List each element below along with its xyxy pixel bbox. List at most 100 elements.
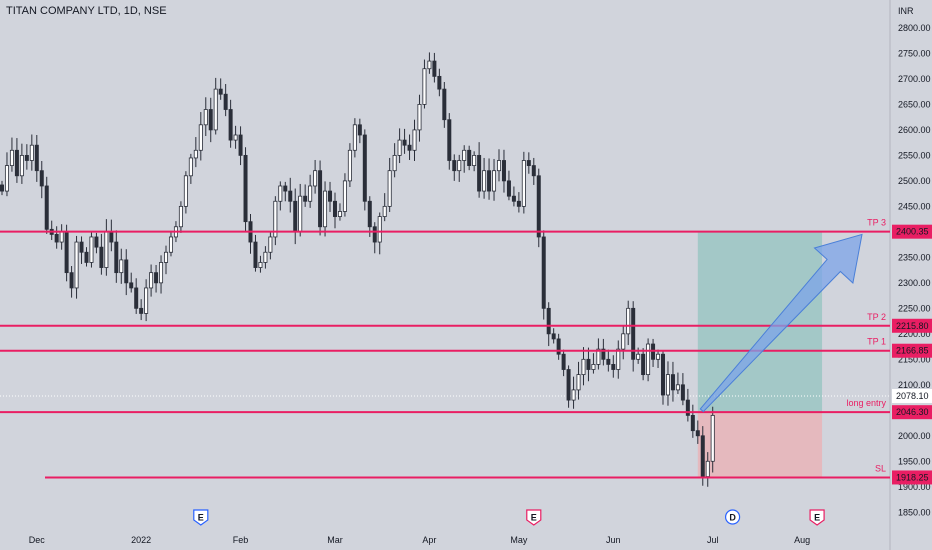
- candle-body[interactable]: [656, 353, 661, 360]
- candle-body[interactable]: [0, 184, 4, 192]
- candle-body[interactable]: [457, 160, 462, 172]
- candle-body[interactable]: [318, 170, 323, 228]
- candle-body[interactable]: [357, 124, 362, 136]
- candle-body[interactable]: [661, 353, 666, 396]
- candle-body[interactable]: [168, 236, 173, 253]
- candle-body[interactable]: [208, 109, 213, 131]
- candle-body[interactable]: [601, 348, 606, 360]
- candle-body[interactable]: [482, 170, 487, 192]
- candle-body[interactable]: [576, 374, 581, 391]
- candle-body[interactable]: [477, 154, 482, 192]
- candle-body[interactable]: [412, 129, 417, 151]
- candle-body[interactable]: [700, 435, 705, 477]
- candle-body[interactable]: [183, 175, 188, 207]
- candle-body[interactable]: [690, 414, 695, 432]
- candle-body[interactable]: [9, 149, 14, 166]
- candle-body[interactable]: [293, 200, 298, 233]
- candle-body[interactable]: [526, 160, 531, 166]
- candle-body[interactable]: [178, 205, 183, 228]
- candle-body[interactable]: [452, 160, 457, 172]
- candle-body[interactable]: [308, 185, 313, 202]
- candle-body[interactable]: [626, 307, 631, 335]
- candle-body[interactable]: [223, 93, 228, 110]
- candle-body[interactable]: [591, 364, 596, 370]
- candle-body[interactable]: [596, 348, 601, 365]
- candle-body[interactable]: [621, 333, 626, 350]
- candle-body[interactable]: [104, 231, 109, 268]
- candle-body[interactable]: [392, 154, 397, 172]
- candle-body[interactable]: [19, 154, 24, 177]
- candle-body[interactable]: [462, 149, 467, 161]
- candle-body[interactable]: [99, 246, 104, 268]
- event-marker-earnings[interactable]: [526, 509, 542, 526]
- candle-body[interactable]: [263, 251, 268, 263]
- candle-body[interactable]: [467, 149, 472, 166]
- candle-body[interactable]: [616, 348, 621, 370]
- candle-body[interactable]: [39, 170, 44, 187]
- candle-body[interactable]: [228, 109, 233, 141]
- candle-body[interactable]: [685, 399, 690, 416]
- candle-body[interactable]: [521, 160, 526, 207]
- candle-body[interactable]: [372, 226, 377, 243]
- candle-body[interactable]: [496, 160, 501, 172]
- candle-body[interactable]: [487, 170, 492, 192]
- candle-body[interactable]: [705, 460, 710, 477]
- candle-body[interactable]: [516, 200, 521, 207]
- candle-body[interactable]: [74, 241, 79, 289]
- candle-body[interactable]: [511, 195, 516, 202]
- candle-body[interactable]: [586, 358, 591, 370]
- candle-body[interactable]: [94, 236, 99, 248]
- candle-body[interactable]: [382, 205, 387, 217]
- candle-body[interactable]: [24, 154, 29, 161]
- candle-body[interactable]: [472, 154, 477, 166]
- candle-body[interactable]: [79, 241, 84, 253]
- candle-body[interactable]: [675, 384, 680, 391]
- candle-body[interactable]: [546, 307, 551, 335]
- candle-body[interactable]: [84, 251, 89, 263]
- candle-body[interactable]: [273, 200, 278, 238]
- candle-body[interactable]: [139, 307, 144, 314]
- candle-body[interactable]: [258, 262, 263, 268]
- candle-body[interactable]: [44, 185, 49, 230]
- candle-body[interactable]: [198, 124, 203, 151]
- candle-body[interactable]: [646, 343, 651, 376]
- candle-body[interactable]: [34, 144, 39, 172]
- candle-body[interactable]: [636, 353, 641, 360]
- candle-body[interactable]: [561, 353, 566, 370]
- candle-body[interactable]: [531, 165, 536, 177]
- candle-body[interactable]: [303, 195, 308, 202]
- event-marker-earnings[interactable]: [193, 509, 209, 526]
- candle-body[interactable]: [213, 88, 218, 131]
- candle-body[interactable]: [288, 190, 293, 202]
- projection-arrow[interactable]: [699, 233, 863, 413]
- candle-body[interactable]: [114, 241, 119, 274]
- candle-body[interactable]: [119, 259, 124, 274]
- candle-body[interactable]: [362, 134, 367, 202]
- profit-zone[interactable]: [697, 231, 823, 413]
- candle-body[interactable]: [278, 185, 283, 202]
- candle-body[interactable]: [253, 241, 258, 268]
- candle-body[interactable]: [432, 60, 437, 77]
- candle-body[interactable]: [606, 358, 611, 365]
- candle-body[interactable]: [367, 200, 372, 228]
- candle-body[interactable]: [164, 251, 169, 263]
- candle-body[interactable]: [536, 175, 541, 238]
- candle-body[interactable]: [492, 170, 497, 192]
- candle-body[interactable]: [109, 231, 114, 243]
- candle-body[interactable]: [447, 119, 452, 161]
- candle-body[interactable]: [154, 272, 159, 284]
- candle-body[interactable]: [193, 149, 198, 159]
- candle-body[interactable]: [387, 170, 392, 207]
- candle-body[interactable]: [571, 389, 576, 401]
- candle-body[interactable]: [670, 374, 675, 391]
- candle-body[interactable]: [238, 134, 243, 156]
- candle-body[interactable]: [14, 149, 19, 177]
- candle-body[interactable]: [665, 374, 670, 396]
- candle-body[interactable]: [352, 124, 357, 151]
- candle-body[interactable]: [54, 234, 59, 243]
- candle-body[interactable]: [407, 144, 412, 151]
- candle-body[interactable]: [397, 139, 402, 156]
- candle-body[interactable]: [581, 358, 586, 376]
- candle-body[interactable]: [283, 185, 288, 192]
